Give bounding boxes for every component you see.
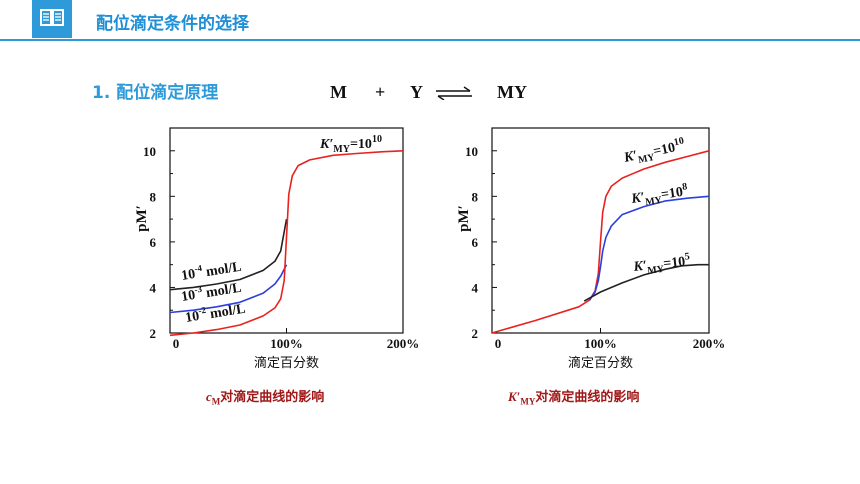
- y-axis-label: pM′: [134, 205, 150, 232]
- concentration-label: 10-2 mol/L: [184, 299, 247, 326]
- x-tick-label: 0: [173, 336, 180, 351]
- y-tick-label: 8: [472, 189, 479, 204]
- y-tick-label: 4: [150, 280, 157, 295]
- caption-left-subscript: M: [211, 396, 221, 407]
- y-tick-label: 10: [143, 144, 156, 159]
- caption-right-subscript: MY: [520, 396, 536, 407]
- equation-ligand: Y: [410, 82, 423, 102]
- series-line-0-0: [169, 218, 288, 291]
- page-title: 配位滴定条件的选择: [96, 14, 249, 34]
- header-bar: 配位滴定条件的选择: [0, 0, 860, 44]
- concentration-label: 10-3 mol/L: [180, 278, 243, 305]
- x-tick-label: 100%: [584, 336, 617, 351]
- series-line-1-1: [588, 195, 710, 301]
- x-tick-label: 200%: [387, 336, 420, 351]
- equation-complex: MY: [497, 82, 527, 102]
- x-tick-label: 0: [495, 336, 502, 351]
- y-tick-label: 6: [472, 235, 479, 250]
- caption-left-text: 对滴定曲线的影响: [220, 390, 325, 405]
- caption-left-symbol: c: [206, 389, 212, 404]
- x-tick-label: 200%: [693, 336, 726, 351]
- y-axis-label: pM′: [456, 205, 472, 232]
- k-label-left: K′MY=1010: [319, 134, 382, 155]
- equilibrium-arrow-icon: [436, 86, 472, 100]
- k-label-right: K′MY=1010: [621, 135, 687, 169]
- section-title: 1. 配位滴定原理: [92, 83, 219, 103]
- header-divider: [0, 39, 860, 41]
- series-line-0-1: [169, 264, 288, 314]
- book-icon: [32, 0, 72, 38]
- k-label-right: K′MY=105: [632, 251, 692, 278]
- y-tick-label: 6: [150, 235, 157, 250]
- series-line-1-2: [583, 263, 709, 302]
- concentration-label: 10-4 mol/L: [180, 257, 243, 284]
- equation-plus: +: [375, 82, 386, 102]
- y-tick-label: 2: [472, 326, 479, 341]
- y-tick-label: 2: [150, 326, 157, 341]
- y-tick-label: 8: [150, 189, 157, 204]
- caption-left: cM对滴定曲线的影响: [206, 386, 324, 407]
- y-tick-label: 10: [465, 144, 478, 159]
- series-line-1-0: [491, 150, 710, 334]
- k-label-right: K′MY=108: [629, 181, 689, 210]
- equation-metal: M: [330, 82, 347, 102]
- x-axis-label: 滴定百分数: [254, 355, 319, 371]
- x-axis-label: 滴定百分数: [568, 355, 633, 371]
- series-line-0-2: [169, 150, 404, 337]
- caption-right: K′MY对滴定曲线的影响: [508, 386, 639, 407]
- caption-right-symbol: K′: [508, 389, 521, 404]
- y-tick-label: 4: [472, 280, 479, 295]
- caption-right-text: 对滴定曲线的影响: [535, 390, 640, 405]
- x-tick-label: 100%: [270, 336, 303, 351]
